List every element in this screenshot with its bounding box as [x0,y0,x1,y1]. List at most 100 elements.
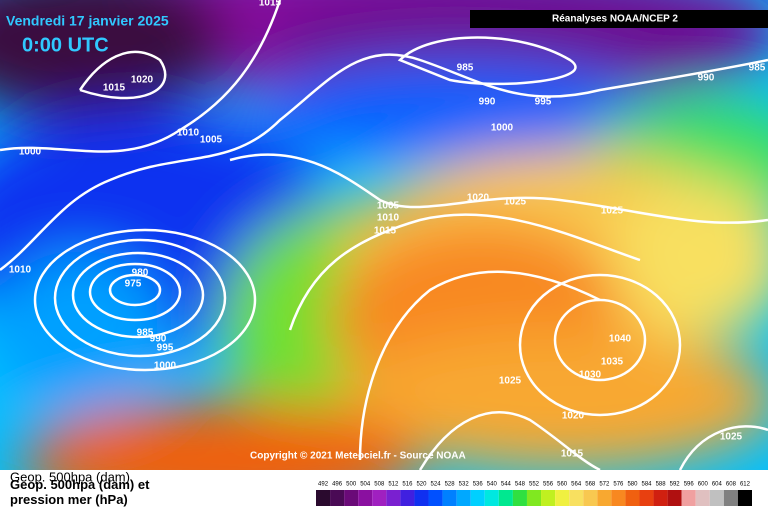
scale-cell [456,490,471,506]
scale-label: 492 [318,482,329,488]
isobar-label: 990 [479,97,496,108]
scale-label: 584 [642,482,653,488]
scale-cell [709,490,724,506]
scale-cell [428,490,443,506]
scale-label: 552 [529,482,540,488]
map-title: Vendredi 17 janvier 2025 [6,13,169,29]
scale-label: 596 [684,482,695,488]
scale-label: 528 [445,482,456,488]
scale-label: 496 [332,482,343,488]
scale-cell [541,490,556,506]
isobar-label: 1010 [177,128,200,139]
scale-cell [625,490,640,506]
isobars [0,0,768,470]
isobar-label: 1015 [561,449,584,460]
map-time: 0:00 UTC [22,34,109,56]
isobar-label: 985 [749,63,766,74]
copyright: Copyright © 2021 Meteociel.fr - Source N… [250,451,466,462]
isobar-label: 1025 [720,432,743,443]
isobar-label: 1010 [377,213,400,224]
scale-label: 520 [416,482,427,488]
isobar-label: 980 [132,268,149,279]
scale-cell [583,490,598,506]
isobar-label: 1025 [499,376,522,387]
legend-title: Geop. 500hpa (dam) et pression mer (hPa) [10,477,150,507]
scale-cell [737,490,752,506]
source-box [470,10,768,28]
isobar-label: 1025 [601,206,624,217]
isobar-label: 1010 [9,265,32,276]
scale-label: 548 [515,482,526,488]
scale-label: 560 [557,482,568,488]
scale-label: 608 [726,482,737,488]
scale-cell [400,490,415,506]
scale-label: 600 [698,482,709,488]
scale-label: 576 [613,482,624,488]
scale-cell [442,490,457,506]
scale-cell [723,490,738,506]
source-text: Réanalyses NOAA/NCEP 2 [552,14,678,25]
scale-label: 564 [571,482,582,488]
isobar-label: 985 [457,63,474,74]
scale-cell [526,490,542,506]
isobar-label: 975 [125,279,142,290]
scale-cell [386,490,401,506]
legend-title-short: Geop. 500hpa (dam) [10,469,130,484]
scale-cell [639,490,654,506]
scale-label: 612 [740,482,751,488]
scale-label: 604 [712,482,723,488]
scale-cell [372,490,387,506]
isobar-label: 1000 [19,147,42,158]
scale-label: 572 [599,482,610,488]
scale-label: 532 [459,482,470,488]
isobar-label: 1035 [601,357,624,368]
scale-label: 504 [360,482,371,488]
scale-cell [358,490,373,506]
scale-label: 556 [543,482,554,488]
isobar-label: 1015 [103,83,126,94]
scale-label: 540 [487,482,498,488]
scale-cell [681,490,696,506]
isobar-label: 985 [137,328,154,339]
scale-label: 568 [585,482,596,488]
scale-cell [512,490,527,506]
scale-label: 536 [473,482,484,488]
scale-cell [484,490,499,506]
scale-cell [470,490,485,506]
isobar-label: 1020 [467,193,490,204]
scale-cell [695,490,710,506]
scale-cell [555,490,570,506]
scale-cell [667,490,682,506]
isobar-label: 990 [150,334,167,345]
scale-cell [569,490,584,506]
isobar-label: 1040 [609,334,632,345]
isobar-label: 1005 [200,135,223,146]
scale-cell [597,490,612,506]
scale-cell [414,490,429,506]
isobar-label: 1005 [377,201,400,212]
isobar-label: 1020 [562,411,585,422]
isobar-label: 1015 [374,226,397,237]
color-scale: 492 496 500 504 508 512 516 520 524 528 532 536 540 5… [316,482,752,506]
scale-cell [330,490,345,506]
scale-label: 544 [501,482,512,488]
scale-cell [498,490,513,506]
scale-cell [316,490,331,506]
scale-label: 580 [627,482,638,488]
isobar-label: 1000 [154,361,177,372]
isobar-label: 995 [535,97,552,108]
isobar-label: 995 [157,343,174,354]
scale-label: 524 [431,482,442,488]
scale-label: 508 [374,482,385,488]
scale-cell [611,490,626,506]
scale-label: 592 [670,482,681,488]
scale-label: 512 [388,482,399,488]
scale-label: 588 [656,482,667,488]
scale-label: 500 [346,482,357,488]
isobar-label: 1000 [491,123,514,134]
scale-label: 516 [402,482,413,488]
isobar-label: 1025 [504,197,527,208]
isobar-label: 1015 [259,0,282,9]
